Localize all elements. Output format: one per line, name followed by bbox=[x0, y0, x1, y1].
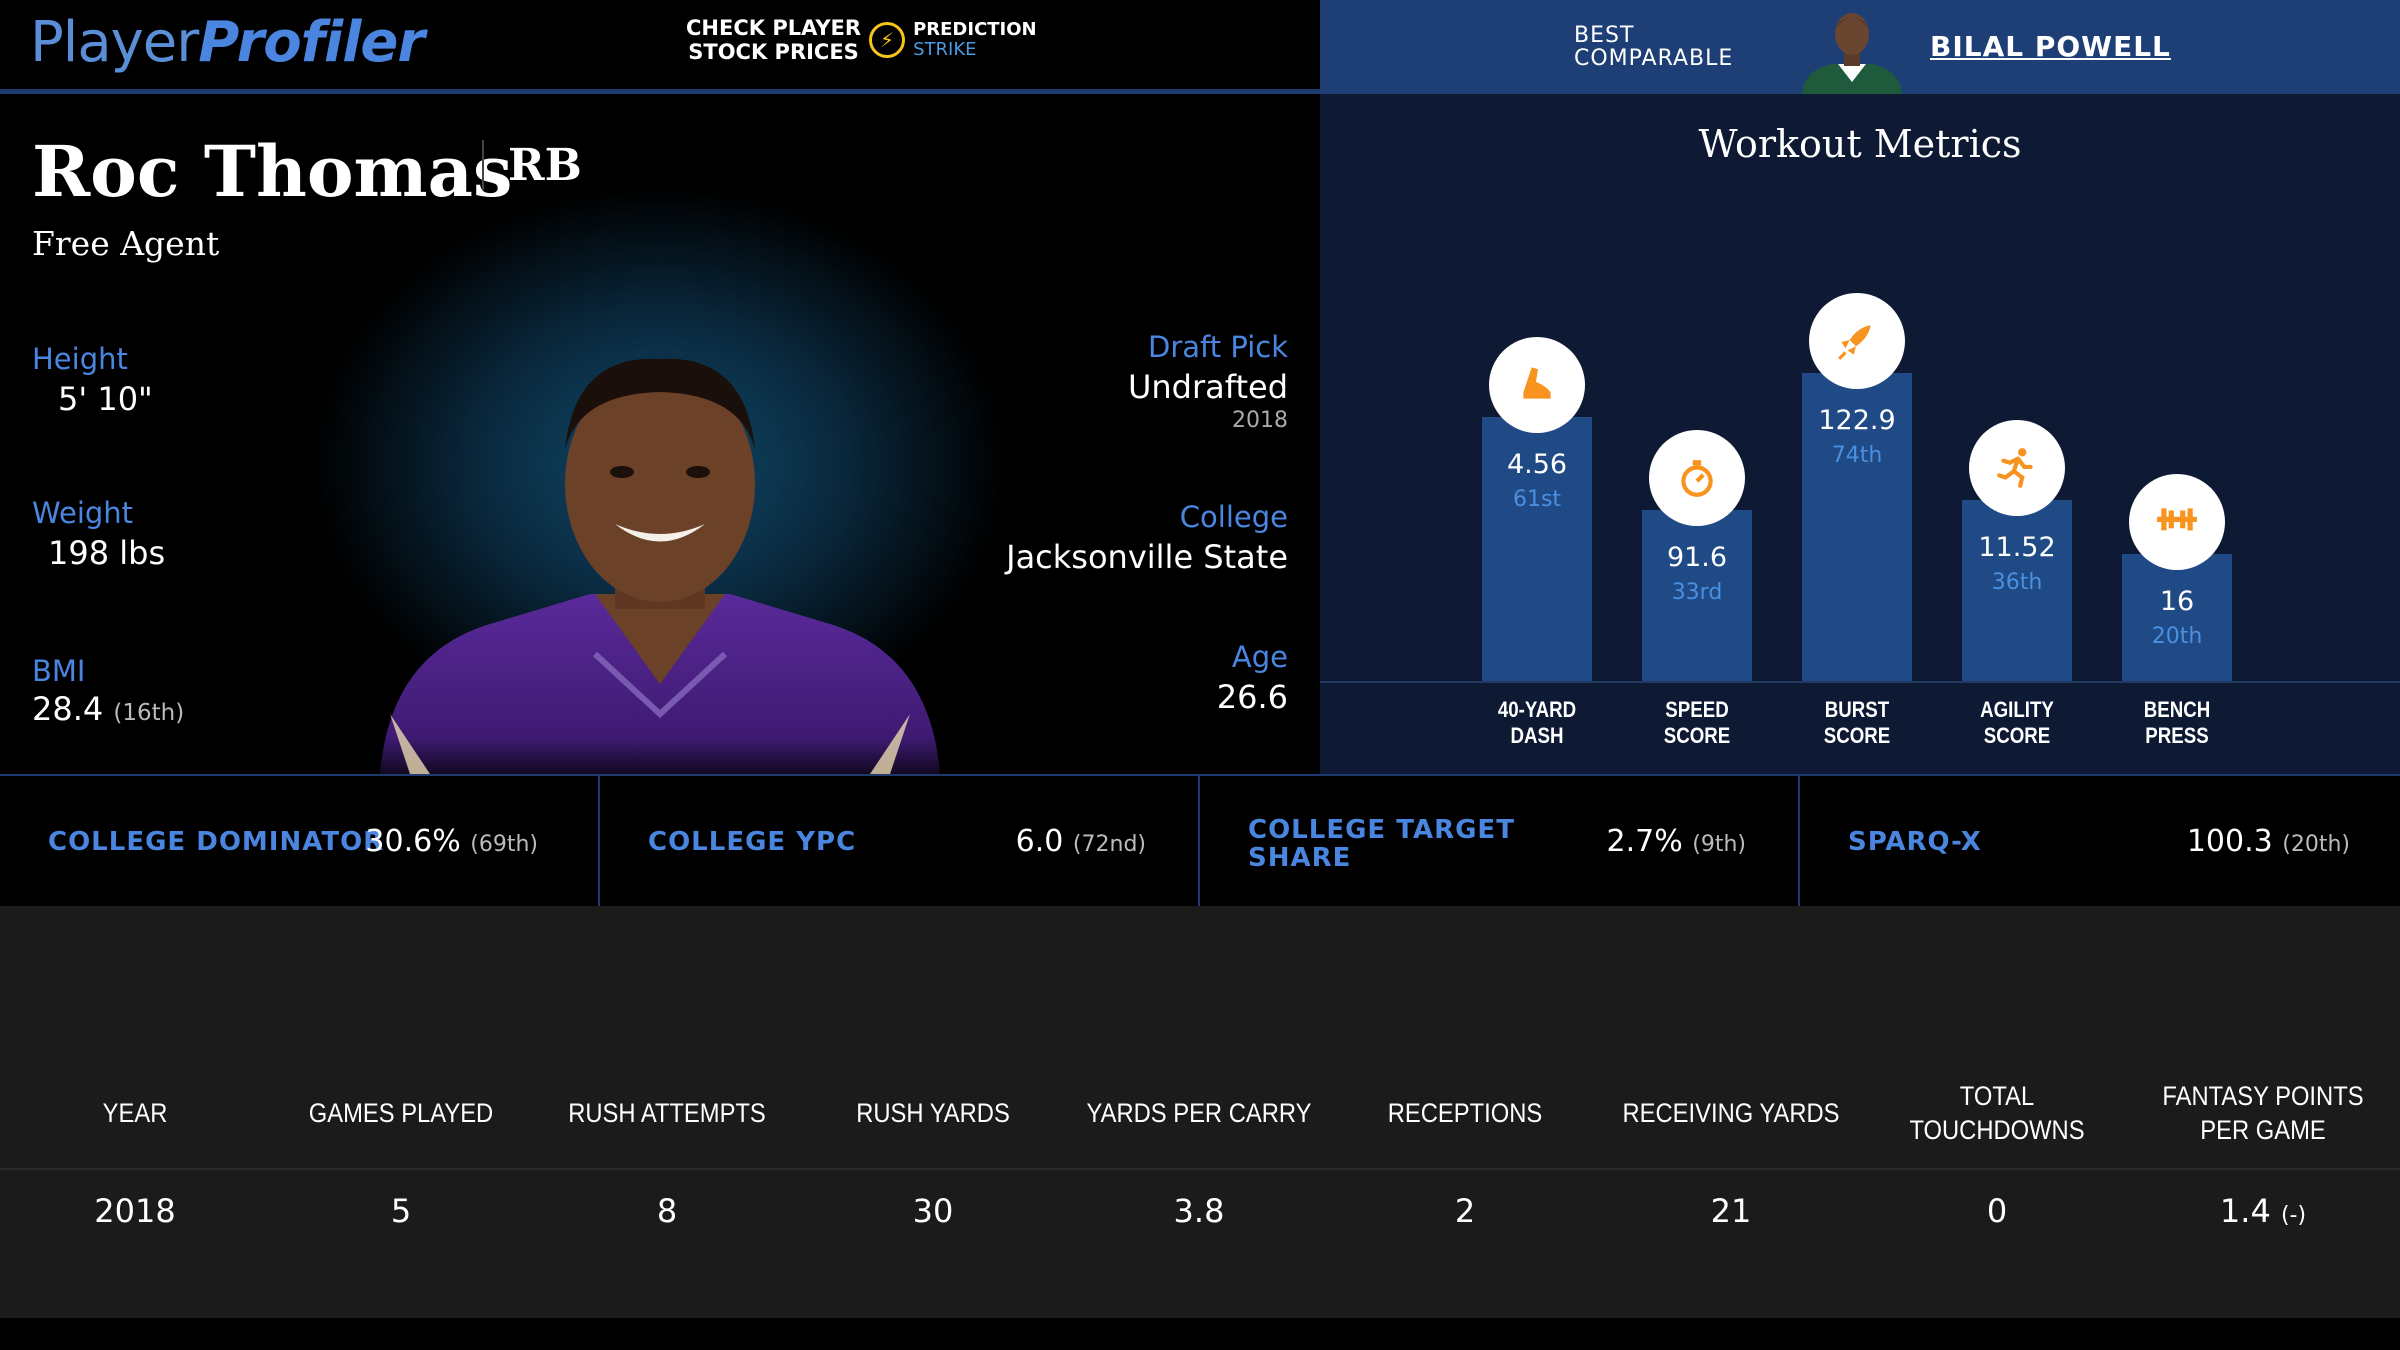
col-header-rush-attempts: RUSH ATTEMPTS bbox=[568, 1098, 766, 1128]
height-label: Height bbox=[32, 342, 128, 376]
metric-sparq-x: SPARQ-X 100.3 (20th) bbox=[1800, 776, 2400, 906]
workout-percentile: 74th bbox=[1831, 443, 1883, 468]
col-header-games-played: GAMES PLAYED bbox=[308, 1098, 494, 1128]
bmi-rank: (16th) bbox=[113, 700, 185, 726]
workout-value: 11.52 bbox=[1978, 532, 2056, 563]
barbell-icon bbox=[2129, 474, 2225, 570]
metric-college-ypc: COLLEGE YPC 6.0 (72nd) bbox=[600, 776, 1200, 906]
promo-text: CHECK PLAYER STOCK PRICES bbox=[686, 16, 862, 64]
col-header-fantasy-points-per-game: FANTASY POINTS PER GAME bbox=[2162, 1081, 2364, 1145]
stopwatch-icon bbox=[1649, 430, 1745, 526]
metric-label: COLLEGE DOMINATOR bbox=[48, 827, 385, 857]
cell-receiving-yards: 21 bbox=[1710, 1192, 1752, 1230]
workout-bar bbox=[1962, 500, 2072, 681]
rocket-icon bbox=[1809, 293, 1905, 389]
bmi-value: 28.4 (16th) bbox=[32, 690, 185, 728]
draft-pick-label: Draft Pick bbox=[1148, 330, 1288, 364]
col-header-year: YEAR bbox=[102, 1098, 168, 1128]
col-header-rush-yards: RUSH YARDS bbox=[856, 1098, 1010, 1128]
age-label: Age bbox=[1231, 640, 1288, 674]
comparable-player-photo bbox=[1802, 13, 1902, 94]
season-stats-table: YEAR GAMES PLAYED RUSH ATTEMPTS RUSH YAR… bbox=[0, 906, 2400, 1318]
fppg-rank: (-) bbox=[2280, 1203, 2307, 1228]
workout-value: 91.6 bbox=[1666, 542, 1728, 573]
header-bar: PlayerProfiler CHECK PLAYER STOCK PRICES… bbox=[0, 0, 1320, 94]
name-divider bbox=[482, 140, 484, 190]
cell-fantasy-points-per-game: 1.4 (-) bbox=[2219, 1192, 2307, 1230]
player-team: Free Agent bbox=[32, 224, 220, 263]
workout-bar bbox=[1482, 417, 1592, 681]
metric-college-target-share: COLLEGE TARGET SHARE 2.7% (9th) bbox=[1200, 776, 1800, 906]
college-value: Jacksonville State bbox=[1006, 538, 1288, 576]
metric-value: 6.0 (72nd) bbox=[1015, 824, 1146, 859]
bmi-label: BMI bbox=[32, 654, 86, 688]
workout-metric-name: SPEED SCORE bbox=[1663, 697, 1731, 748]
workout-percentile: 20th bbox=[2151, 624, 2203, 649]
cell-year: 2018 bbox=[94, 1192, 176, 1230]
workout-value: 122.9 bbox=[1818, 405, 1896, 436]
cell-rush-attempts: 8 bbox=[656, 1192, 678, 1230]
draft-pick-value: Undrafted bbox=[1127, 368, 1288, 406]
weight-label: Weight bbox=[32, 496, 134, 530]
col-header-yards-per-carry: YARDS PER CARRY bbox=[1086, 1098, 1312, 1128]
workout-bar bbox=[1802, 373, 1912, 681]
table-divider bbox=[0, 1168, 2400, 1170]
weight-value: 198 lbs bbox=[48, 534, 166, 572]
workout-metric-name: BURST SCORE bbox=[1823, 697, 1891, 748]
metric-label: COLLEGE TARGET SHARE bbox=[1248, 815, 1515, 873]
workout-bar bbox=[1642, 510, 1752, 681]
cell-rush-yards: 30 bbox=[912, 1192, 954, 1230]
metric-value: 30.6% (69th) bbox=[365, 824, 538, 859]
metric-label: SPARQ-X bbox=[1848, 827, 1982, 857]
runner-icon bbox=[1969, 420, 2065, 516]
best-comparable-link[interactable]: BILAL POWELL bbox=[1930, 30, 2171, 63]
workout-percentile: 36th bbox=[1991, 570, 2043, 595]
workout-bar bbox=[2122, 554, 2232, 681]
workout-metrics-panel: Workout Metrics 4.56 61st 40-YARD DASH 91.6 3… bbox=[1320, 94, 2400, 774]
cell-yards-per-carry: 3.8 bbox=[1173, 1192, 1225, 1230]
player-name: Roc Thomas bbox=[32, 130, 513, 213]
metric-value: 100.3 (20th) bbox=[2186, 824, 2350, 859]
lightning-bolt-icon: ⚡ bbox=[869, 22, 906, 58]
workout-value: 16 bbox=[2159, 586, 2195, 617]
player-position: RB bbox=[508, 140, 582, 191]
draft-year: 2018 bbox=[1232, 408, 1288, 433]
workout-metric-name: AGILITY SCORE bbox=[1980, 697, 2054, 748]
col-header-receptions: RECEPTIONS bbox=[1387, 1098, 1543, 1128]
best-comparable-label: BEST COMPARABLE bbox=[1574, 23, 1734, 71]
workout-metrics-title: Workout Metrics bbox=[1698, 122, 2022, 166]
player-photo bbox=[380, 358, 940, 774]
shoe-icon bbox=[1489, 337, 1585, 433]
age-value: 26.6 bbox=[1216, 678, 1288, 716]
metric-value: 2.7% (9th) bbox=[1606, 824, 1747, 859]
workout-value: 4.56 bbox=[1506, 449, 1568, 480]
metric-college-dominator: COLLEGE DOMINATOR 30.6% (69th) bbox=[0, 776, 600, 906]
workout-percentile: 61st bbox=[1512, 487, 1562, 512]
cell-receptions: 2 bbox=[1454, 1192, 1476, 1230]
col-header-total-touchdowns: TOTAL TOUCHDOWNS bbox=[1909, 1081, 2085, 1145]
workout-metric-name: 40-YARD DASH bbox=[1497, 697, 1577, 748]
player-info-panel: Roc Thomas RB Free Agent Height 5' 10" W… bbox=[0, 94, 1320, 774]
height-value: 5' 10" bbox=[58, 380, 153, 418]
cell-games-played: 5 bbox=[390, 1192, 412, 1230]
workout-percentile: 33rd bbox=[1671, 580, 1723, 605]
playerprofiler-logo[interactable]: PlayerProfiler bbox=[30, 10, 425, 75]
col-header-receiving-yards: RECEIVING YARDS bbox=[1622, 1098, 1840, 1128]
prediction-strike-brand: PREDICTION STRIKE bbox=[913, 19, 1037, 60]
best-comparable-bar: BEST COMPARABLE BILAL POWELL bbox=[1320, 0, 2400, 94]
workout-baseline bbox=[1320, 681, 2400, 683]
college-metrics-row: COLLEGE DOMINATOR 30.6% (69th) COLLEGE Y… bbox=[0, 774, 2400, 906]
prediction-strike-promo[interactable]: CHECK PLAYER STOCK PRICES ⚡ PREDICTION S… bbox=[686, 16, 1037, 64]
metric-label: COLLEGE YPC bbox=[648, 827, 857, 857]
cell-total-touchdowns: 0 bbox=[1986, 1192, 2008, 1230]
college-label: College bbox=[1179, 500, 1288, 534]
bottom-strip bbox=[0, 1318, 2400, 1350]
workout-metric-name: BENCH PRESS bbox=[2143, 697, 2211, 748]
